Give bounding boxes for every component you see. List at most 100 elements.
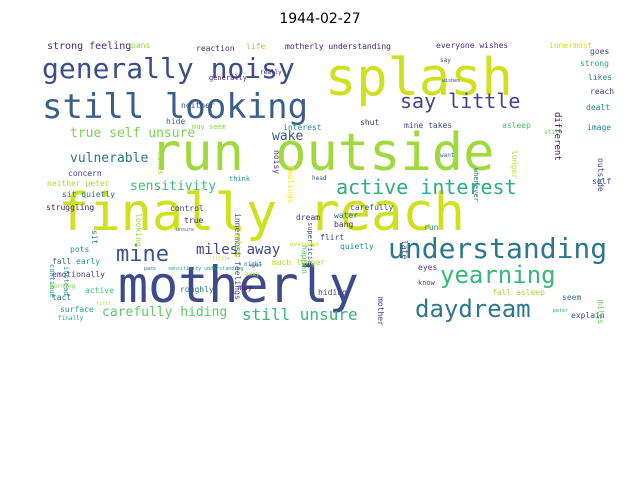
word-mark: fall asleep: [492, 288, 545, 297]
word-mark: daydream: [415, 295, 531, 323]
word-mark: self: [592, 177, 611, 186]
word-mark: still: [544, 129, 562, 136]
word-mark: seem: [562, 293, 581, 302]
word-mark: say: [440, 57, 451, 64]
word-mark: still unsure: [242, 305, 358, 324]
word-mark: carefully hiding: [102, 305, 227, 320]
word-mark: dealt: [586, 103, 610, 112]
word-mark: away: [245, 271, 260, 278]
word-mark: concern: [68, 169, 102, 178]
word-mark: neither peter: [47, 179, 110, 188]
word-mark: outside: [596, 158, 605, 192]
word-mark: superficial: [306, 222, 314, 268]
word-mark: happen: [300, 245, 309, 274]
word-mark: flirt: [320, 233, 344, 242]
word-mark: everyone wishes: [436, 41, 508, 50]
word-mark: unsure: [176, 227, 194, 233]
word-mark: takes: [156, 151, 165, 175]
word-mark: miles: [596, 300, 605, 324]
word-mark: motherly: [118, 256, 359, 314]
word-mark: fall: [52, 257, 71, 266]
word-mark: everyone: [290, 241, 319, 248]
word-mark: emotionally: [52, 270, 105, 279]
word-mark: asleep: [502, 121, 531, 130]
word-mark: may: [238, 283, 253, 292]
word-mark: neither: [181, 101, 215, 110]
word-mark: whenever: [472, 168, 480, 202]
word-mark: struggling: [46, 203, 94, 212]
word-mark: know: [418, 279, 436, 287]
word-mark: likes: [588, 73, 612, 82]
word-mark: dream: [296, 213, 320, 222]
word-mark: night: [244, 261, 262, 268]
word-mark: wake: [272, 129, 303, 144]
word-mark: vulnerable: [70, 151, 148, 166]
word-mark: pass: [144, 266, 156, 272]
word-mark: looking: [134, 213, 143, 247]
word-mark: miles away: [196, 242, 280, 258]
word-mark: goes: [590, 47, 609, 56]
word-mark: still looking: [42, 87, 308, 127]
word-mark: innermost feelings: [233, 213, 242, 300]
word-mark: hide: [166, 117, 185, 126]
word-mark: much longer: [272, 258, 325, 267]
word-mark: active interest: [336, 175, 517, 199]
word-mark: true: [184, 216, 203, 225]
word-mark: first: [96, 301, 111, 307]
word-mark: roughly: [180, 285, 214, 294]
word-mark: splash: [325, 48, 513, 108]
word-mark: carefully: [350, 203, 394, 212]
word-mark: shut: [360, 118, 379, 127]
word-mark: longer: [510, 150, 519, 179]
word-mark: tact: [52, 293, 71, 302]
word-mark: strong feeling: [47, 41, 131, 52]
word-mark: different: [552, 112, 562, 161]
word-mark: feeling: [234, 228, 242, 258]
word-mark: sit: [90, 230, 99, 245]
word-mark: reaction: [196, 44, 235, 53]
word-mark: feelings: [286, 165, 295, 204]
word-mark: generally: [209, 74, 247, 82]
chart-title: 1944-02-27: [279, 11, 361, 27]
word-mark: life: [246, 42, 265, 51]
word-mark: understanding: [388, 232, 607, 265]
word-mark: sensitivity understanding: [168, 266, 243, 272]
word-mark: peter: [553, 308, 568, 314]
word-mark: head: [312, 175, 327, 182]
word-mark: noisy: [272, 150, 281, 174]
word-mark: wishes: [442, 78, 460, 84]
word-mark: surface: [60, 305, 94, 314]
word-mark: hiding: [318, 288, 347, 297]
word-mark: run outside: [150, 123, 494, 183]
word-mark: sit quietly: [62, 190, 115, 199]
word-mark: early: [76, 257, 100, 266]
word-mark: image: [587, 123, 611, 132]
word-mark: explain: [571, 311, 605, 320]
word-mark: want: [440, 152, 455, 159]
word-mark: true self unsure: [70, 126, 195, 141]
word-mark: control: [170, 204, 204, 213]
word-mark: eyes: [418, 263, 437, 272]
word-mark: interest: [283, 123, 322, 132]
word-mark: strong: [580, 59, 609, 68]
word-mark: ever: [250, 263, 262, 269]
word-mark: think: [229, 175, 251, 183]
word-mark: generally noisy: [42, 52, 295, 85]
word-mark: morning: [50, 283, 76, 290]
word-mark: water: [334, 211, 358, 220]
word-mark: active: [85, 286, 114, 295]
word-mark: bang: [334, 220, 353, 229]
word-mark: finally reach: [58, 183, 465, 243]
word-mark: continue: [48, 264, 56, 298]
word-mark: pots: [70, 245, 89, 254]
word-mark: late: [400, 240, 409, 259]
word-mark: reach: [590, 87, 614, 96]
word-mark: little: [212, 256, 230, 262]
word-mark: finally: [58, 315, 84, 322]
word-mark: quietly: [340, 242, 374, 251]
word-mark: run: [424, 223, 439, 232]
word-mark: innermost: [549, 41, 593, 50]
word-mark: instead: [62, 266, 70, 296]
word-mark: pans: [131, 41, 150, 50]
